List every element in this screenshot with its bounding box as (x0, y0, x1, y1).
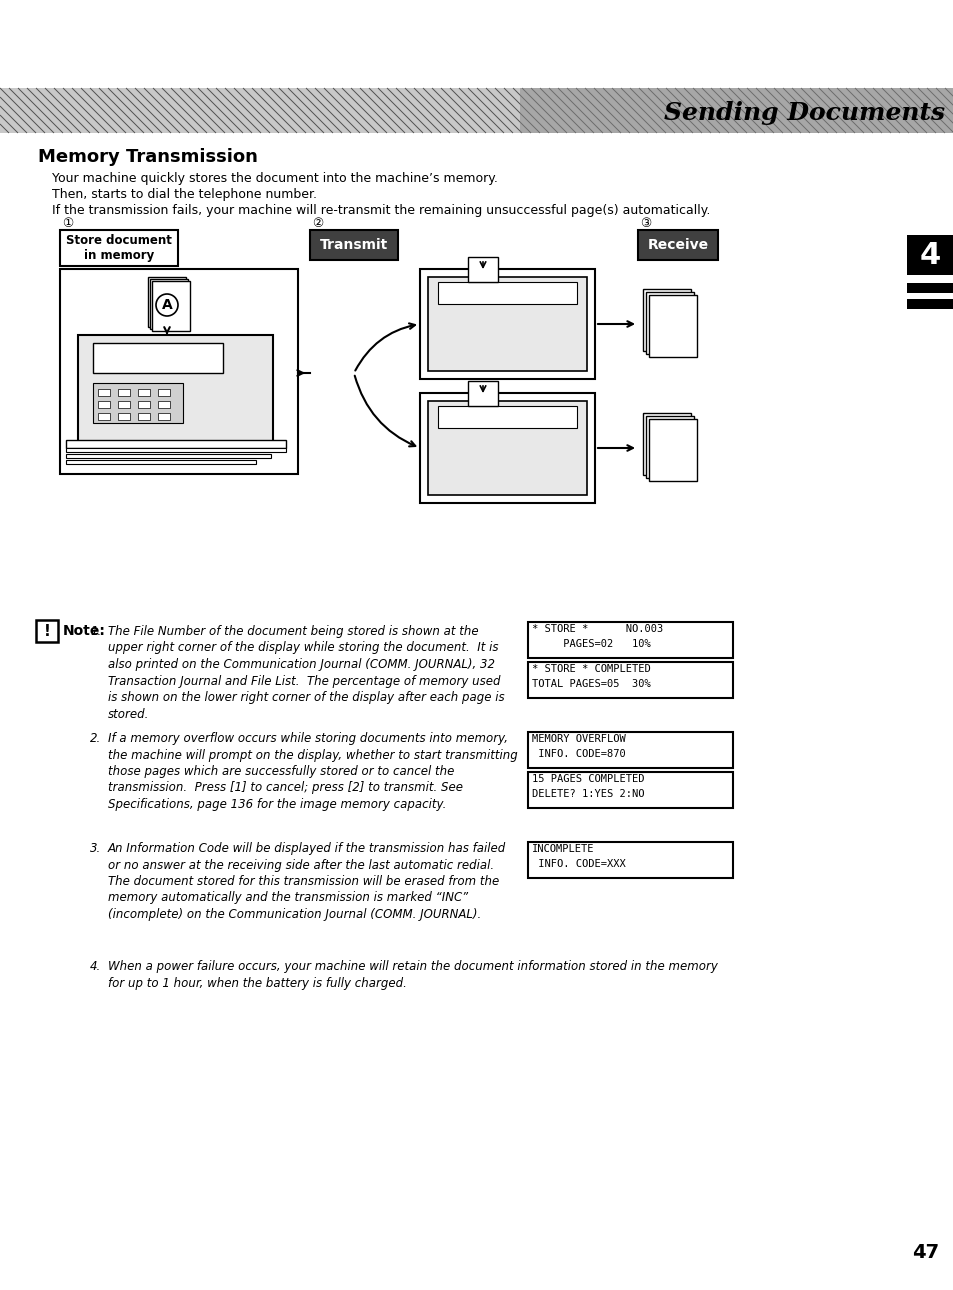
Bar (66, 440, 286, 448)
Text: 1.: 1. (90, 624, 101, 639)
Bar (428, 277, 586, 372)
Text: ③: ③ (639, 217, 651, 230)
Text: 4.: 4. (90, 960, 101, 973)
Text: DELETE? 1:YES 2:NO: DELETE? 1:YES 2:NO (532, 789, 644, 799)
Text: Receive: Receive (647, 237, 708, 252)
Bar (138, 401, 150, 408)
Text: When a power failure occurs, your machine will retain the document information s: When a power failure occurs, your machin… (108, 960, 717, 989)
Text: INFO. CODE=XXX: INFO. CODE=XXX (532, 859, 625, 869)
Bar (468, 257, 497, 283)
Bar (66, 454, 271, 458)
Bar (98, 401, 110, 408)
Bar (906, 283, 953, 293)
Bar (138, 390, 150, 396)
Text: 3.: 3. (90, 842, 101, 855)
Bar (906, 299, 953, 310)
Bar (0, 88, 953, 133)
Bar (648, 295, 697, 357)
Bar (158, 401, 170, 408)
Bar (92, 383, 183, 423)
Bar (527, 842, 732, 878)
Bar (527, 771, 732, 808)
Bar (148, 277, 186, 326)
Bar (118, 413, 130, 421)
Bar (118, 390, 130, 396)
Bar (158, 390, 170, 396)
Text: Memory Transmission: Memory Transmission (38, 148, 257, 166)
Bar (152, 281, 190, 332)
Bar (645, 415, 693, 479)
Text: If a memory overflow occurs while storing documents into memory,
the machine wil: If a memory overflow occurs while storin… (108, 731, 517, 811)
Bar (92, 343, 223, 373)
Text: MEMORY OVERFLOW: MEMORY OVERFLOW (532, 734, 625, 744)
Text: The File Number of the document being stored is shown at the
upper right corner : The File Number of the document being st… (108, 624, 504, 721)
Bar (66, 448, 286, 452)
Text: Your machine quickly stores the document into the machine’s memory.: Your machine quickly stores the document… (52, 172, 497, 184)
Bar (118, 401, 130, 408)
Bar (310, 230, 397, 261)
Text: 47: 47 (911, 1244, 938, 1262)
Text: 2.: 2. (90, 731, 101, 746)
Text: Sending Documents: Sending Documents (663, 101, 944, 125)
Bar (642, 289, 690, 351)
Bar (78, 335, 273, 445)
Bar (66, 461, 255, 464)
Bar (519, 88, 953, 133)
Bar (527, 622, 732, 658)
Bar (150, 279, 188, 329)
Text: 4: 4 (919, 240, 941, 270)
Bar (648, 419, 697, 481)
Text: A: A (662, 316, 671, 329)
Text: 15 PAGES COMPLETED: 15 PAGES COMPLETED (532, 774, 644, 784)
Bar (437, 406, 577, 428)
Text: An Information Code will be displayed if the transmission has failed
or no answe: An Information Code will be displayed if… (108, 842, 506, 921)
Text: A: A (662, 440, 671, 454)
Bar (98, 413, 110, 421)
Text: If the transmission fails, your machine will re-transmit the remaining unsuccess: If the transmission fails, your machine … (52, 204, 710, 217)
Text: Note:: Note: (63, 624, 106, 639)
Bar (98, 390, 110, 396)
Text: Transmit: Transmit (319, 237, 388, 252)
Bar (60, 230, 178, 266)
Bar (158, 413, 170, 421)
Bar (36, 620, 58, 642)
Text: ①: ① (62, 217, 73, 230)
Text: INFO. CODE=870: INFO. CODE=870 (532, 749, 625, 759)
Bar (642, 413, 690, 475)
Bar (428, 401, 586, 495)
Text: INCOMPLETE: INCOMPLETE (532, 844, 594, 854)
Text: !: ! (44, 623, 51, 639)
Bar (419, 270, 595, 379)
Bar (645, 292, 693, 353)
Text: A: A (161, 298, 172, 312)
Text: * STORE * COMPLETED: * STORE * COMPLETED (532, 664, 650, 673)
Text: Store document
in memory: Store document in memory (66, 233, 172, 262)
Text: * STORE *      NO.003: * STORE * NO.003 (532, 624, 662, 633)
Text: ②: ② (312, 217, 323, 230)
Bar (527, 731, 732, 768)
Bar (638, 230, 718, 261)
Bar (468, 381, 497, 406)
Text: TOTAL PAGES=05  30%: TOTAL PAGES=05 30% (532, 679, 650, 689)
Bar (60, 270, 297, 473)
Bar (419, 393, 595, 503)
Bar (906, 235, 953, 275)
Text: Then, starts to dial the telephone number.: Then, starts to dial the telephone numbe… (52, 188, 316, 201)
Text: PAGES=02   10%: PAGES=02 10% (532, 639, 650, 649)
Bar (437, 283, 577, 304)
Bar (527, 662, 732, 698)
Bar (138, 413, 150, 421)
